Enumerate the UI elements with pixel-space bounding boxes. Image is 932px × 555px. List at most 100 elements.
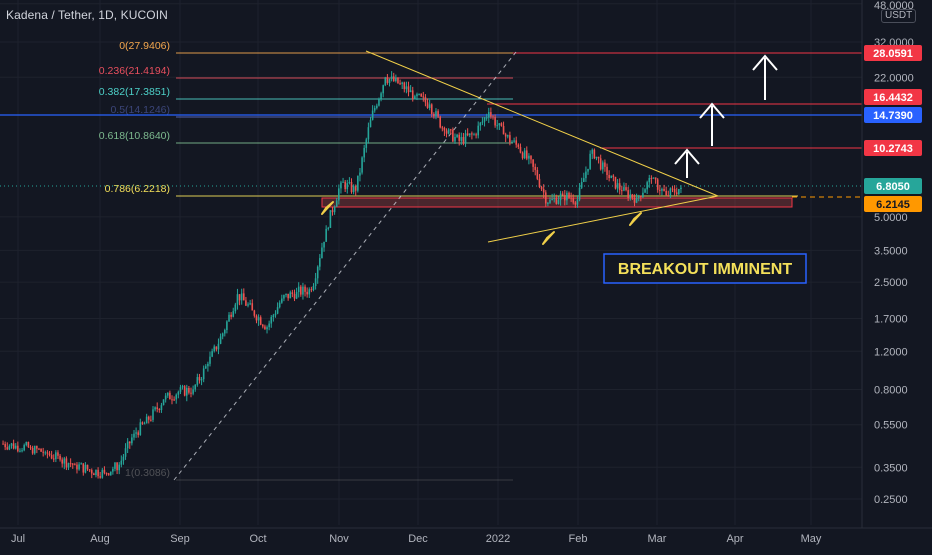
candle-body [93, 473, 95, 476]
candle-body [177, 391, 180, 395]
candle-body [616, 183, 619, 189]
candle-body [238, 294, 241, 301]
candle-body [25, 441, 28, 446]
time-tick-label: Dec [408, 533, 428, 545]
candle-body [585, 171, 587, 179]
price-tick-label: 0.5500 [874, 420, 908, 432]
candle-body [468, 133, 471, 136]
candle-body [392, 76, 395, 82]
candle-body [568, 192, 570, 198]
candle-body [103, 469, 106, 473]
candle-body [181, 386, 184, 388]
price-tick-label: 1.2000 [874, 346, 908, 358]
candle-body [441, 127, 444, 129]
candle-body [523, 150, 526, 159]
candle-body [57, 452, 59, 456]
candle-body [333, 206, 336, 213]
candle-body [316, 266, 319, 279]
candle-body [449, 129, 452, 131]
candle-body [650, 177, 653, 179]
candle-body [173, 399, 175, 401]
candle-body [409, 90, 412, 93]
candle-body [525, 150, 528, 159]
candle-body [101, 469, 104, 478]
candle-body [640, 195, 642, 198]
candle-body [637, 195, 640, 199]
candle-body [604, 162, 606, 167]
candle-body [247, 304, 249, 306]
trendlines [173, 50, 719, 481]
candle-body [171, 399, 173, 401]
candle-body [156, 407, 159, 410]
candle-body [652, 177, 655, 179]
candle-body [551, 199, 553, 201]
candle-body [19, 450, 21, 452]
candle-body [143, 423, 146, 425]
candle-body [109, 471, 112, 476]
candle-body [295, 292, 298, 299]
candle-body [437, 111, 439, 117]
candle-body [376, 105, 378, 109]
candle-body [500, 123, 503, 126]
candle-body [411, 90, 414, 100]
price-label-bg [864, 107, 922, 123]
candle-body [361, 157, 363, 173]
candle-body [59, 455, 61, 460]
price-tick-label: 0.2500 [874, 494, 908, 506]
candle-body [646, 182, 648, 190]
candle-body [118, 464, 121, 471]
candle-body [33, 445, 36, 454]
currency-badge[interactable]: USDT [881, 9, 917, 23]
candle-body [120, 460, 123, 465]
price-label-text: 6.8050 [876, 181, 910, 193]
candle-body [262, 324, 264, 327]
candle-body [82, 463, 85, 473]
candle-body [95, 469, 97, 476]
candle-body [160, 405, 163, 410]
candle-body [549, 200, 551, 203]
candle-body [519, 146, 522, 153]
candle-body [240, 293, 243, 301]
candle-body [536, 169, 539, 179]
candle-body [515, 140, 518, 145]
candle-body [321, 247, 323, 259]
candle-body [270, 317, 273, 324]
up-arrow-head [674, 148, 700, 165]
candle-body [55, 452, 57, 460]
candle-body [183, 386, 186, 396]
candle-body [61, 459, 63, 464]
symbol-title[interactable]: Kadena / Tether, 1D, KUCOIN [6, 8, 168, 22]
time-tick-label: May [801, 533, 822, 545]
candle-body [528, 155, 530, 159]
candle-body [654, 177, 657, 180]
candle-body [602, 162, 604, 170]
candle-body [578, 187, 581, 200]
candle-body [466, 133, 469, 136]
candle-body [481, 121, 484, 123]
candle-body [52, 458, 55, 460]
candle-body [608, 174, 610, 179]
candles [2, 71, 682, 479]
candle-body [671, 188, 674, 190]
time-tick-label: Feb [569, 533, 588, 545]
candle-body [407, 86, 410, 93]
candle-body [511, 141, 513, 143]
candle-body [380, 93, 382, 99]
candle-body [249, 303, 251, 305]
candle-body [576, 199, 579, 205]
candle-body [219, 336, 222, 344]
price-label-text: 14.7390 [873, 110, 913, 122]
time-tick-label: Mar [648, 533, 667, 545]
time-tick-label: Nov [329, 533, 349, 545]
candle-body [439, 116, 442, 128]
descending-trendline [365, 50, 719, 197]
candle-body [150, 419, 152, 421]
candle-body [591, 149, 594, 154]
candle-body [352, 186, 355, 193]
candle-body [473, 134, 475, 136]
candle-body [196, 377, 199, 385]
candle-body [107, 473, 110, 476]
candle-body [367, 127, 370, 140]
candle-body [21, 450, 23, 452]
candle-body [680, 187, 682, 189]
